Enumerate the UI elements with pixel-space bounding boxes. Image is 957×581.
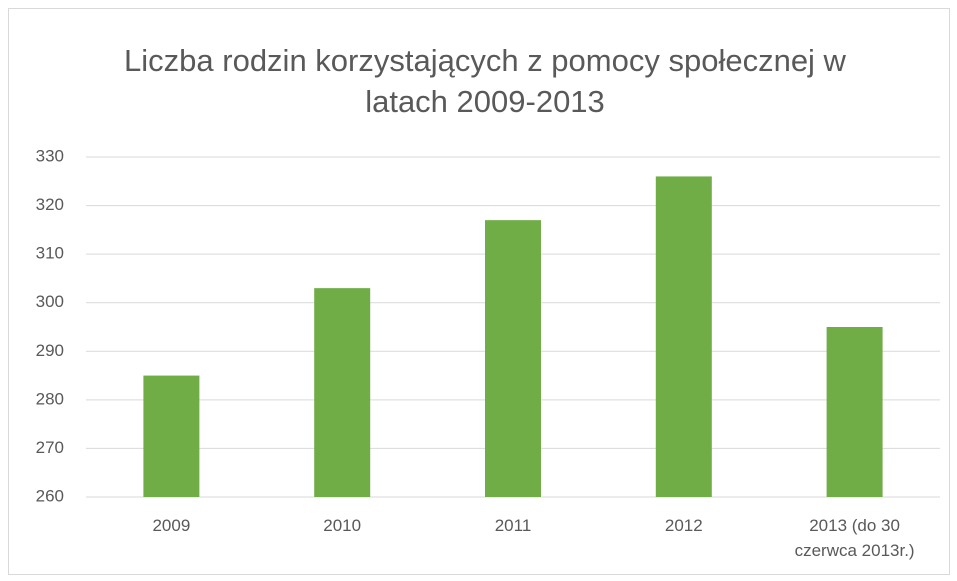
y-tick-label: 320: [36, 195, 64, 214]
y-tick-label: 330: [36, 146, 64, 165]
bar: [655, 176, 712, 497]
bar: [485, 220, 541, 497]
x-tick-label: 2009: [152, 516, 191, 535]
x-tick-label: 2012: [664, 516, 703, 535]
bar: [314, 288, 371, 497]
y-tick-label: 280: [36, 389, 64, 408]
y-tick-label: 260: [36, 486, 64, 505]
bar: [826, 327, 883, 497]
y-tick-label: 270: [36, 438, 64, 457]
y-tick-label: 290: [36, 341, 64, 360]
bar: [143, 375, 200, 497]
x-tick-label: 2011: [494, 516, 532, 535]
y-tick-label: 300: [36, 292, 64, 311]
x-tick-label: 2010: [323, 516, 362, 535]
x-tick-label: 2013 (do 30 czerwca 2013r.): [794, 516, 915, 560]
chart-title: Liczba rodzin korzystających z pomocy sp…: [124, 43, 846, 119]
y-tick-label: 310: [36, 244, 64, 263]
